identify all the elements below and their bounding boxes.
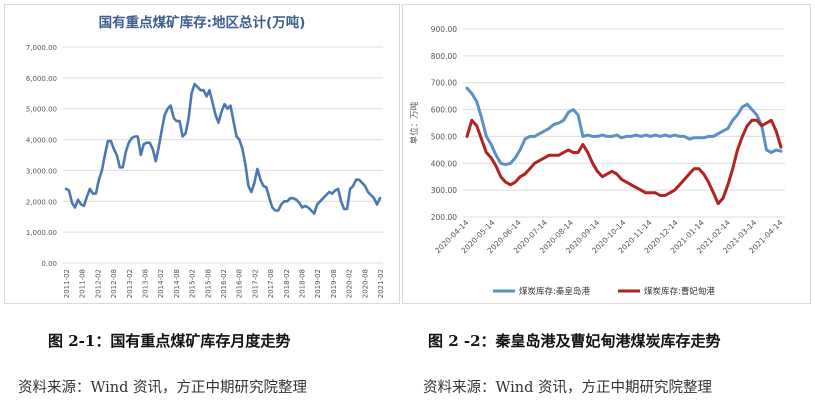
y-tick-label: 400.00	[431, 159, 457, 168]
legend-label: 煤炭库存:秦皇岛港	[519, 286, 590, 297]
y-tick-label: 2,000.00	[26, 198, 57, 206]
x-tick-label: 2020-02	[346, 269, 354, 298]
x-tick-label: 2015-08	[204, 269, 212, 298]
x-tick-label: 2016-08	[236, 269, 244, 298]
x-tick-label: 2020-08	[361, 269, 369, 298]
y-tick-label: 1,000.00	[26, 229, 57, 237]
x-tick-label: 2018-08	[299, 269, 307, 298]
y-tick-label: 0.00	[41, 260, 57, 268]
x-tick-label: 2021-02	[377, 269, 385, 298]
x-tick-label: 2018-02	[283, 269, 291, 298]
x-tick-label: 2012-02	[94, 269, 102, 298]
source-note-left: 资料来源：Wind 资讯，方正中期研究院整理	[18, 380, 308, 396]
x-tick-label: 2013-02	[126, 269, 134, 298]
figure-caption-right: 图 2 -2：秦皇岛港及曹妃甸港煤炭库存走势	[428, 332, 721, 350]
y-tick-label: 700.00	[431, 79, 457, 88]
legend-label: 煤炭库存:曹妃甸港	[644, 286, 715, 297]
x-tick-label: 2013-08	[142, 269, 150, 298]
y-tick-label: 4,000.00	[26, 137, 57, 145]
x-tick-label: 2016-02	[220, 269, 228, 298]
y-tick-label: 6,000.00	[26, 75, 57, 83]
y-tick-label: 7,000.00	[26, 44, 57, 52]
x-tick-label: 2014-02	[157, 269, 165, 298]
y-tick-label: 300.00	[431, 186, 457, 195]
y-tick-label: 500.00	[431, 132, 457, 141]
y-tick-label: 5,000.00	[26, 106, 57, 114]
x-tick-label: 2017-08	[267, 269, 275, 298]
series-line-2	[465, 118, 783, 206]
chart-left: 国有重点煤矿库存:地区总计(万吨) 0.00 1,000.00 2,000.00 3,0…	[26, 14, 385, 298]
x-tick-label: 2014-08	[173, 269, 181, 298]
chart-panel-left: 国有重点煤矿库存:地区总计(万吨) 0.00 1,000.00 2,000.00 3,0…	[4, 4, 400, 304]
series-line-1	[465, 86, 783, 167]
x-tick-label: 2015-02	[189, 269, 197, 298]
x-tick-label: 2019-08	[330, 269, 338, 298]
y-tick-label: 200.00	[431, 213, 457, 222]
x-tick-label: 2011-08	[79, 269, 87, 298]
chart-right: 200.00 300.00 400.00 500.00 600.00 700.00 800.…	[409, 25, 785, 297]
series-line	[64, 82, 382, 215]
x-tick-label: 2012-08	[110, 269, 118, 298]
y-tick-label: 900.00	[431, 25, 457, 34]
x-tick-label: 2019-02	[314, 269, 322, 298]
y-axis-label: 单位：万吨	[409, 101, 420, 144]
y-tick-label: 3,000.00	[26, 167, 57, 175]
chart-title: 国有重点煤矿库存:地区总计(万吨)	[99, 14, 306, 31]
x-tick-label: 2011-02	[63, 269, 71, 298]
chart-panel-right: 200.00 300.00 400.00 500.00 600.00 700.00 800.…	[402, 4, 811, 304]
source-note-right: 资料来源：Wind 资讯，方正中期研究院整理	[423, 380, 713, 396]
figure-caption-left: 图 2-1：国有重点煤矿库存月度走势	[48, 332, 291, 350]
y-tick-label: 800.00	[431, 52, 457, 61]
x-tick-label: 2017-02	[251, 269, 259, 298]
y-tick-label: 600.00	[431, 106, 457, 115]
